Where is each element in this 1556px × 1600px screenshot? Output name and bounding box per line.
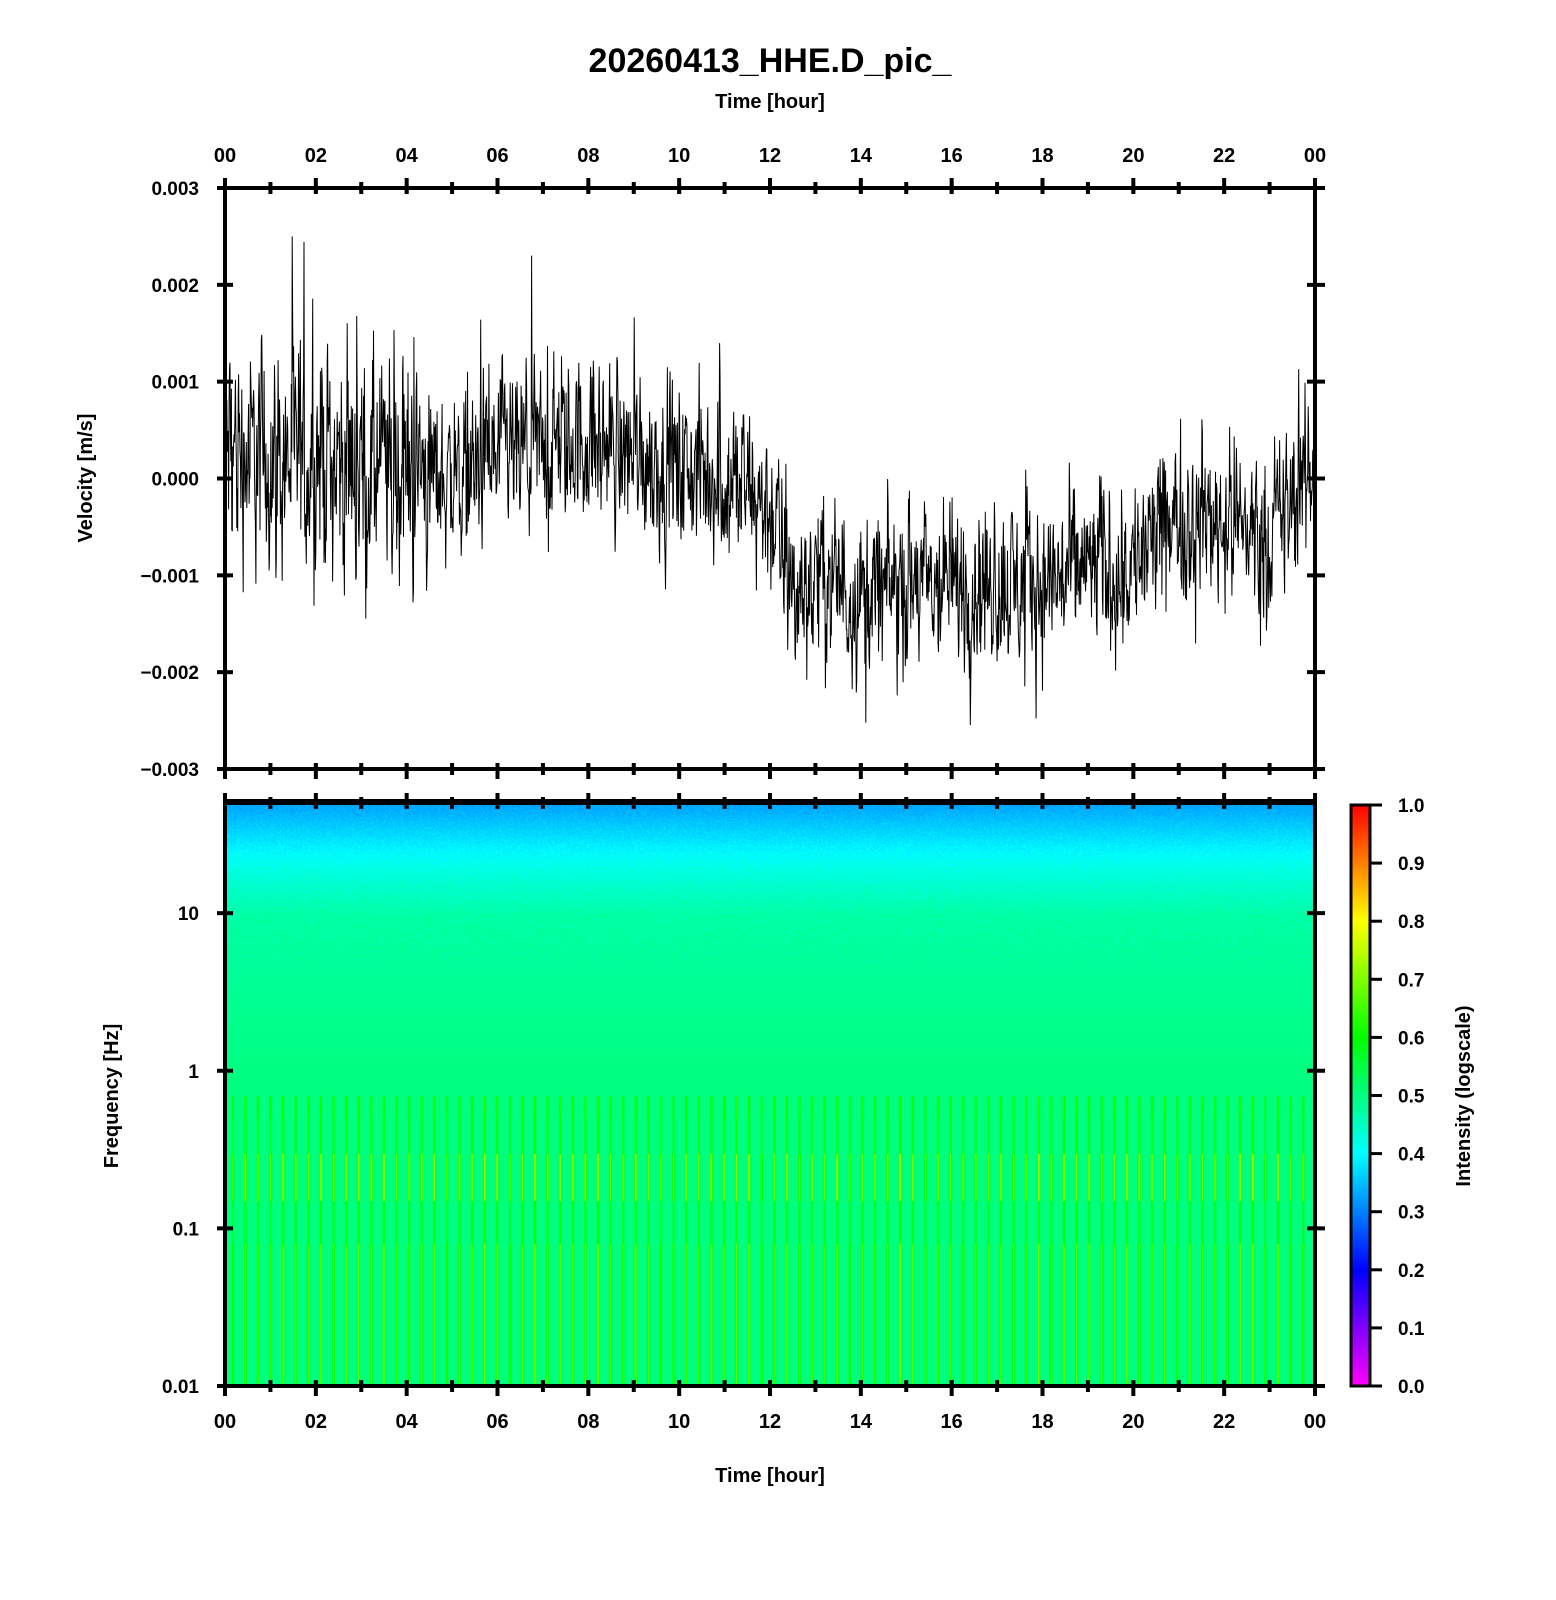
velocity-y-axis-label: Velocity [m/s]	[75, 414, 97, 543]
velocity-trace	[224, 236, 1316, 726]
colorbar-tick-label: 0.1	[1398, 1319, 1425, 1340]
bottom-x-tick-label: 14	[850, 1411, 873, 1433]
bottom-x-tick-label: 06	[486, 1411, 508, 1433]
velocity-y-tick-label: 0.003	[151, 179, 199, 200]
bottom-x-tick-label: 02	[305, 1411, 327, 1433]
bottom-x-tick-label: 04	[396, 1411, 419, 1433]
velocity-y-tick-label: −0.003	[140, 760, 199, 781]
velocity-y-tick-label: 0.001	[151, 373, 199, 394]
colorbar-tick-label: 0.0	[1398, 1377, 1424, 1398]
top-x-tick-label: 02	[305, 145, 327, 167]
velocity-y-tick-label: 0.000	[151, 470, 199, 491]
spectrogram-frame	[223, 801, 1317, 1388]
bottom-x-tick-label: 18	[1031, 1411, 1053, 1433]
top-x-tick-label: 14	[850, 145, 873, 167]
top-x-tick-label: 18	[1031, 145, 1053, 167]
top-x-tick-label: 06	[486, 145, 508, 167]
bottom-x-tick-label: 16	[941, 1411, 963, 1433]
bottom-x-tick-label: 00	[214, 1411, 236, 1433]
top-x-tick-label: 20	[1122, 145, 1144, 167]
top-x-tick-label: 22	[1213, 145, 1235, 167]
bottom-x-tick-label: 20	[1122, 1411, 1144, 1433]
velocity-y-tick-label: −0.001	[140, 566, 199, 587]
colorbar-label: Intensity (logscale)	[1453, 1005, 1475, 1186]
colorbar-tick-label: 0.6	[1398, 1028, 1424, 1049]
bottom-x-tick-label: 12	[759, 1411, 781, 1433]
frequency-y-tick-label: 0.1	[173, 1219, 200, 1240]
colorbar	[1349, 803, 1372, 1388]
bottom-x-tick-label: 10	[668, 1411, 690, 1433]
top-x-tick-label: 10	[668, 145, 690, 167]
frequency-y-tick-label: 1	[188, 1062, 199, 1083]
bottom-x-tick-label: 00	[1304, 1411, 1326, 1433]
colorbar-tick-label: 0.8	[1398, 912, 1424, 933]
frequency-y-axis-label: Frequency [Hz]	[101, 1024, 123, 1168]
colorbar-tick-label: 0.4	[1398, 1145, 1425, 1166]
top-x-tick-label: 08	[577, 145, 599, 167]
velocity-y-tick-label: −0.002	[140, 663, 199, 684]
top-x-tick-label: 12	[759, 145, 781, 167]
colorbar-tick-label: 1.0	[1398, 796, 1424, 817]
top-x-tick-label: 00	[214, 145, 236, 167]
colorbar-tick-label: 0.2	[1398, 1261, 1424, 1282]
frequency-y-tick-label: 0.01	[162, 1377, 199, 1398]
bottom-x-tick-label: 08	[577, 1411, 599, 1433]
bottom-x-tick-label: 22	[1213, 1411, 1235, 1433]
velocity-y-tick-label: 0.002	[151, 276, 199, 297]
top-x-tick-label: 00	[1304, 145, 1326, 167]
chart-title: 20260413_HHE.D_pic_	[589, 42, 953, 80]
top-x-tick-label: 16	[941, 145, 963, 167]
spectrogram-heatmap	[226, 805, 1314, 1385]
velocity-line	[224, 236, 1316, 726]
bottom-x-axis-label: Time [hour]	[715, 1465, 825, 1487]
colorbar-tick-label: 0.9	[1398, 854, 1424, 875]
colorbar-tick-label: 0.7	[1398, 970, 1424, 991]
colorbar-tick-label: 0.3	[1398, 1203, 1424, 1224]
top-x-axis-label: Time [hour]	[715, 91, 825, 113]
top-x-tick-label: 04	[396, 145, 419, 167]
frequency-y-tick-label: 10	[178, 904, 199, 925]
colorbar-tick-label: 0.5	[1398, 1087, 1425, 1108]
